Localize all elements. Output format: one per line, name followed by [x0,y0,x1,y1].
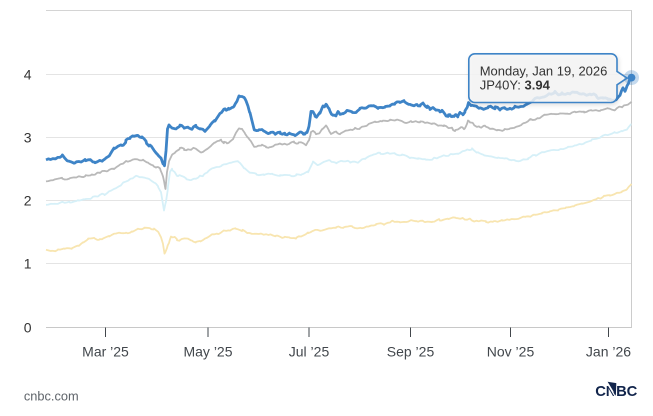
svg-text:Mar ’25: Mar ’25 [82,343,129,359]
svg-text:May ’25: May ’25 [183,343,232,359]
svg-text:1: 1 [24,256,32,272]
svg-text:Jul ’25: Jul ’25 [289,343,330,359]
svg-text:2: 2 [24,193,32,209]
svg-text:3: 3 [24,130,32,146]
svg-text:JP40Y: 3.94: JP40Y: 3.94 [480,77,551,92]
svg-text:0: 0 [24,320,32,336]
svg-text:cnbc.com: cnbc.com [24,388,79,403]
svg-text:Monday, Jan 19, 2026: Monday, Jan 19, 2026 [480,64,608,79]
svg-text:CNBC: CNBC [595,384,637,400]
svg-text:Jan ’26: Jan ’26 [586,343,631,359]
svg-text:Nov ’25: Nov ’25 [487,343,535,359]
svg-text:4: 4 [24,67,32,83]
svg-text:Sep ’25: Sep ’25 [387,343,435,359]
